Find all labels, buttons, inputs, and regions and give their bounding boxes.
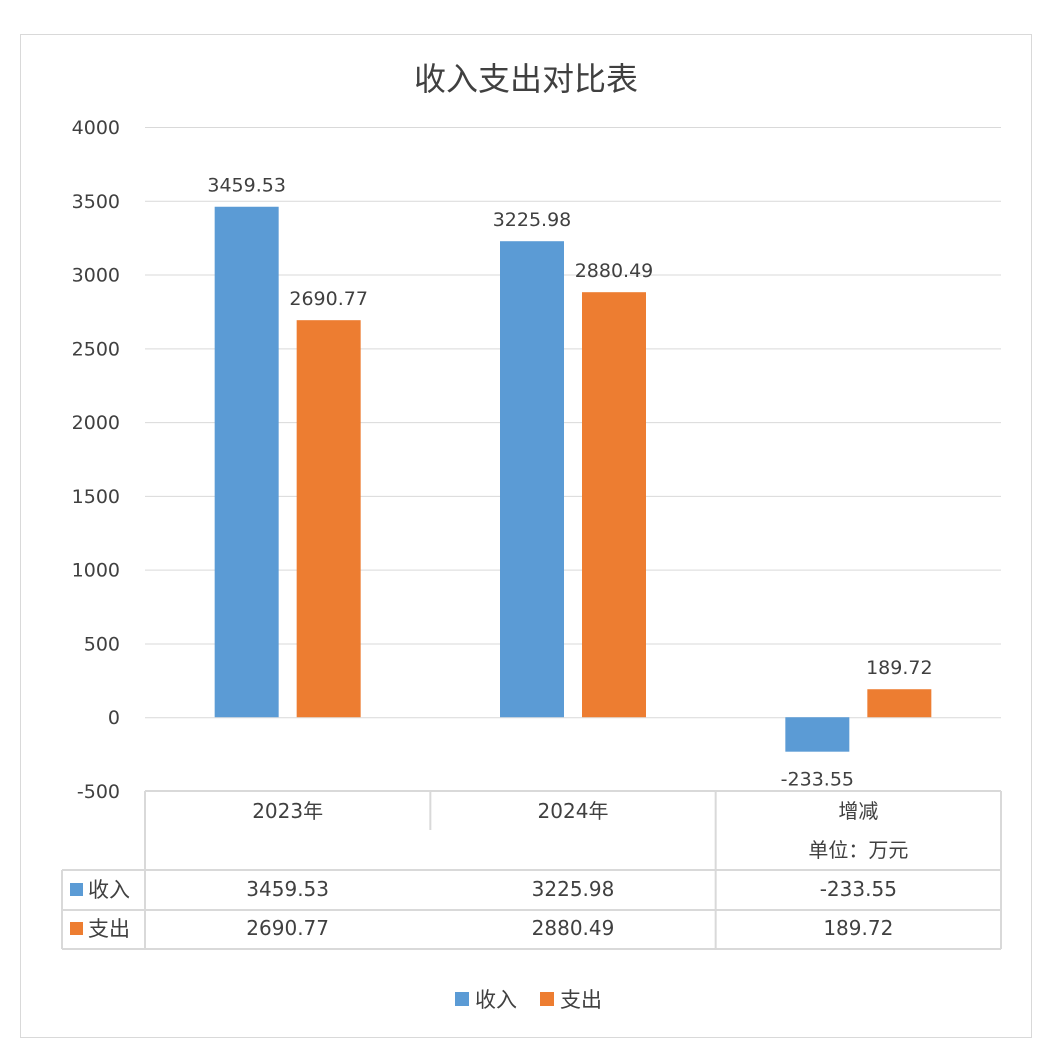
unit-label: 单位：万元	[808, 838, 908, 862]
y-tick-label: 0	[108, 707, 120, 729]
legend-label: 收入	[475, 988, 517, 1012]
bar-支出	[582, 292, 646, 718]
y-tick-label: 3500	[72, 191, 120, 213]
table-cell: 189.72	[823, 916, 893, 940]
table-series-label: 收入	[88, 878, 130, 902]
table-cell: 3459.53	[246, 877, 329, 901]
y-tick-label: 4000	[72, 117, 120, 139]
data-label: 2880.49	[575, 260, 654, 282]
bar-收入	[785, 717, 850, 752]
table-series-label: 支出	[88, 917, 130, 941]
category-label: 增减	[838, 799, 878, 823]
chart-title: 收入支出对比表	[414, 60, 638, 98]
y-tick-label: 2000	[72, 412, 120, 434]
bar-收入	[500, 241, 564, 718]
table-legend-key	[70, 922, 83, 935]
legend-label: 支出	[560, 988, 602, 1012]
y-tick-label: 3000	[72, 265, 120, 287]
category-label: 2023年	[252, 799, 323, 823]
y-tick-label: 1000	[72, 560, 120, 582]
table-cell: 2690.77	[246, 916, 329, 940]
bar-支出	[296, 320, 361, 718]
category-label: 2024年	[538, 799, 609, 823]
y-tick-label: 2500	[72, 338, 120, 360]
bar-支出	[867, 689, 932, 718]
table-legend-key	[70, 883, 83, 896]
y-tick-label: -500	[77, 781, 120, 803]
table-cell: -233.55	[820, 877, 897, 901]
legend-key	[540, 992, 554, 1006]
legend-key	[455, 992, 469, 1006]
table-cell: 2880.49	[532, 916, 615, 940]
data-label: 3225.98	[493, 209, 572, 231]
table-cell: 3225.98	[532, 877, 615, 901]
data-label: 3459.53	[207, 175, 286, 197]
data-label: 2690.77	[289, 288, 368, 310]
y-tick-label: 500	[84, 633, 120, 655]
data-label: -233.55	[781, 769, 854, 791]
data-label: 189.72	[866, 657, 932, 679]
bar-收入	[214, 206, 279, 718]
y-tick-label: 1500	[72, 486, 120, 508]
